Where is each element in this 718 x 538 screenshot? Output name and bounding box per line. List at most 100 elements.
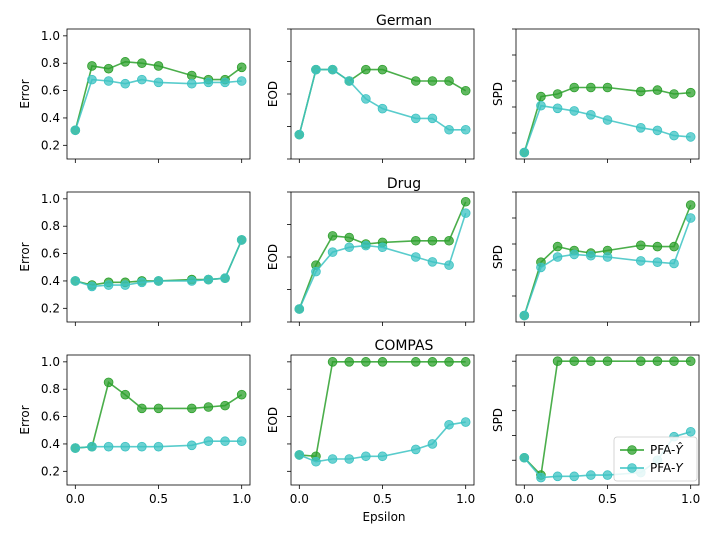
y-tick-label-r0c0: 0.4	[41, 111, 60, 125]
y-axis-label-r0c1: EOD	[266, 81, 280, 107]
legend-marker-pfa_y	[627, 463, 637, 473]
data-point-pfa_y-r0c0	[70, 125, 81, 136]
data-point-pfa_yhat-r0c0	[186, 70, 197, 81]
data-point-pfa_y-r2c1	[361, 451, 371, 462]
data-point-pfa_yhat-r0c2	[669, 89, 679, 99]
data-point-pfa_yhat-r2c1	[444, 357, 454, 367]
y-tick-label-r2c0: 0.6	[41, 410, 60, 424]
data-point-pfa_yhat-r0c0	[120, 57, 131, 67]
y-tick-label-r0c0: 0.2	[41, 138, 60, 152]
y-axis-label-r1c0: Error	[18, 242, 32, 271]
data-point-pfa_y-r1c2	[602, 252, 613, 262]
y-tick-label-r0c0: 1.0	[41, 29, 60, 43]
data-point-pfa_yhat-r2c2	[669, 356, 679, 366]
data-point-pfa_y-r1c0	[103, 280, 114, 290]
data-point-pfa_y-r0c1	[327, 64, 338, 75]
data-point-pfa_yhat-r0c2	[569, 82, 580, 93]
data-point-pfa_yhat-r1c2	[635, 240, 646, 251]
data-point-pfa_y-r0c1	[444, 124, 454, 135]
data-point-pfa_y-r0c2	[536, 100, 546, 111]
series-line-pfa_yhat-r0c0	[74, 60, 243, 131]
data-point-pfa_yhat-r2c0	[120, 389, 131, 400]
data-point-pfa_y-r1c2	[652, 257, 663, 268]
data-point-pfa_yhat-r2c2	[569, 356, 580, 366]
data-point-pfa_y-r2c0	[236, 436, 247, 447]
data-point-pfa_y-r2c2	[536, 472, 546, 483]
data-point-pfa_y-r1c1	[327, 247, 338, 257]
y-axis-label-r2c0: Error	[18, 405, 32, 434]
data-point-pfa_yhat-r0c1	[427, 76, 438, 86]
y-tick-label-r1c0: 1.0	[41, 192, 60, 206]
data-point-pfa_yhat-r0c2	[635, 86, 646, 97]
y-axis-label-r0c0: Error	[18, 79, 32, 108]
data-point-pfa_y-r0c1	[410, 113, 421, 124]
data-point-pfa_y-r1c0	[236, 235, 247, 245]
data-point-pfa_yhat-r0c0	[87, 61, 97, 71]
data-point-pfa_y-r0c0	[186, 78, 197, 89]
data-point-pfa_y-r0c0	[236, 76, 247, 86]
row-title-compas: COMPAS	[375, 338, 434, 354]
x-axis-label: Epsilon	[362, 510, 405, 524]
y-tick-label-r2c0: 1.0	[41, 355, 60, 369]
series-line-pfa_yhat-r0c2	[523, 86, 691, 153]
data-point-pfa_y-r0c2	[519, 147, 530, 158]
data-point-pfa_yhat-r0c1	[410, 76, 421, 86]
data-point-pfa_yhat-r2c2	[586, 356, 596, 366]
data-point-pfa_y-r0c1	[294, 129, 305, 140]
data-point-pfa_yhat-r2c0	[203, 402, 214, 412]
y-axis-label-r1c1: EOD	[266, 244, 280, 270]
data-point-pfa_y-r0c2	[586, 110, 596, 120]
x-tick-label-r2c0: 0.0	[66, 492, 85, 506]
data-point-pfa_y-r0c2	[685, 132, 696, 142]
data-point-pfa_y-r2c1	[294, 450, 305, 460]
data-point-pfa_y-r2c0	[220, 436, 230, 447]
data-point-pfa_yhat-r0c2	[652, 85, 663, 95]
legend-label-prefix: PFA-	[650, 461, 675, 475]
data-point-pfa_yhat-r0c1	[460, 85, 471, 96]
y-tick-label-r2c0: 0.8	[41, 382, 60, 396]
x-tick-label-r2c2: 0.5	[598, 492, 617, 506]
series-line-pfa_yhat-r2c0	[75, 381, 243, 449]
data-point-pfa_y-r0c2	[552, 103, 563, 114]
x-tick-label-r2c1: 1.0	[456, 492, 475, 506]
data-point-pfa_y-r2c0	[137, 441, 147, 452]
data-point-pfa_y-r1c1	[460, 208, 471, 218]
data-point-pfa_y-r0c1	[344, 76, 355, 86]
y-tick-label-r1c0: 0.8	[41, 219, 60, 233]
data-point-pfa_y-r0c1	[427, 113, 438, 124]
data-point-pfa_yhat-r1c1	[460, 196, 471, 207]
data-point-pfa_yhat-r2c0	[137, 403, 147, 414]
data-point-pfa_y-r1c2	[685, 213, 696, 223]
data-point-pfa_y-r1c1	[427, 257, 438, 267]
data-point-pfa_y-r2c2	[552, 471, 563, 482]
y-tick-label-r1c0: 0.2	[41, 301, 60, 315]
data-point-pfa_yhat-r2c0	[220, 400, 230, 411]
panel-frame-r1c2	[515, 191, 700, 323]
data-point-pfa_yhat-r1c1	[410, 235, 421, 246]
data-point-pfa_yhat-r2c1	[460, 357, 471, 367]
x-tick-label-r2c1: 0.5	[373, 492, 392, 506]
panel-frame-r0c1	[290, 28, 475, 160]
data-point-pfa_y-r0c1	[311, 64, 321, 75]
legend-label-prefix: PFA-	[650, 443, 675, 457]
data-point-pfa_y-r0c0	[220, 77, 230, 88]
y-tick-label-r1c0: 0.6	[41, 247, 60, 261]
data-point-pfa_yhat-r1c2	[669, 241, 679, 252]
data-point-pfa_yhat-r2c2	[685, 356, 696, 366]
y-axis-label-r0c2: SPD	[491, 82, 505, 106]
series-line-pfa_y-r0c2	[523, 104, 691, 153]
data-point-pfa_y-r2c2	[586, 470, 596, 480]
data-point-pfa_yhat-r2c0	[153, 403, 164, 414]
data-point-pfa_yhat-r2c1	[410, 357, 421, 367]
data-point-pfa_yhat-r2c2	[652, 356, 663, 366]
data-point-pfa_yhat-r2c2	[602, 356, 613, 366]
data-point-pfa_y-r1c0	[137, 277, 147, 288]
data-point-pfa_y-r0c2	[669, 130, 679, 141]
series-line-pfa_y-r2c1	[298, 421, 466, 463]
y-tick-label-r2c0: 0.2	[41, 464, 60, 478]
y-tick-label-r0c0: 0.6	[41, 84, 60, 98]
data-point-pfa_y-r1c0	[186, 276, 197, 286]
data-point-pfa_y-r1c2	[519, 310, 530, 321]
data-point-pfa_yhat-r2c0	[236, 389, 247, 400]
